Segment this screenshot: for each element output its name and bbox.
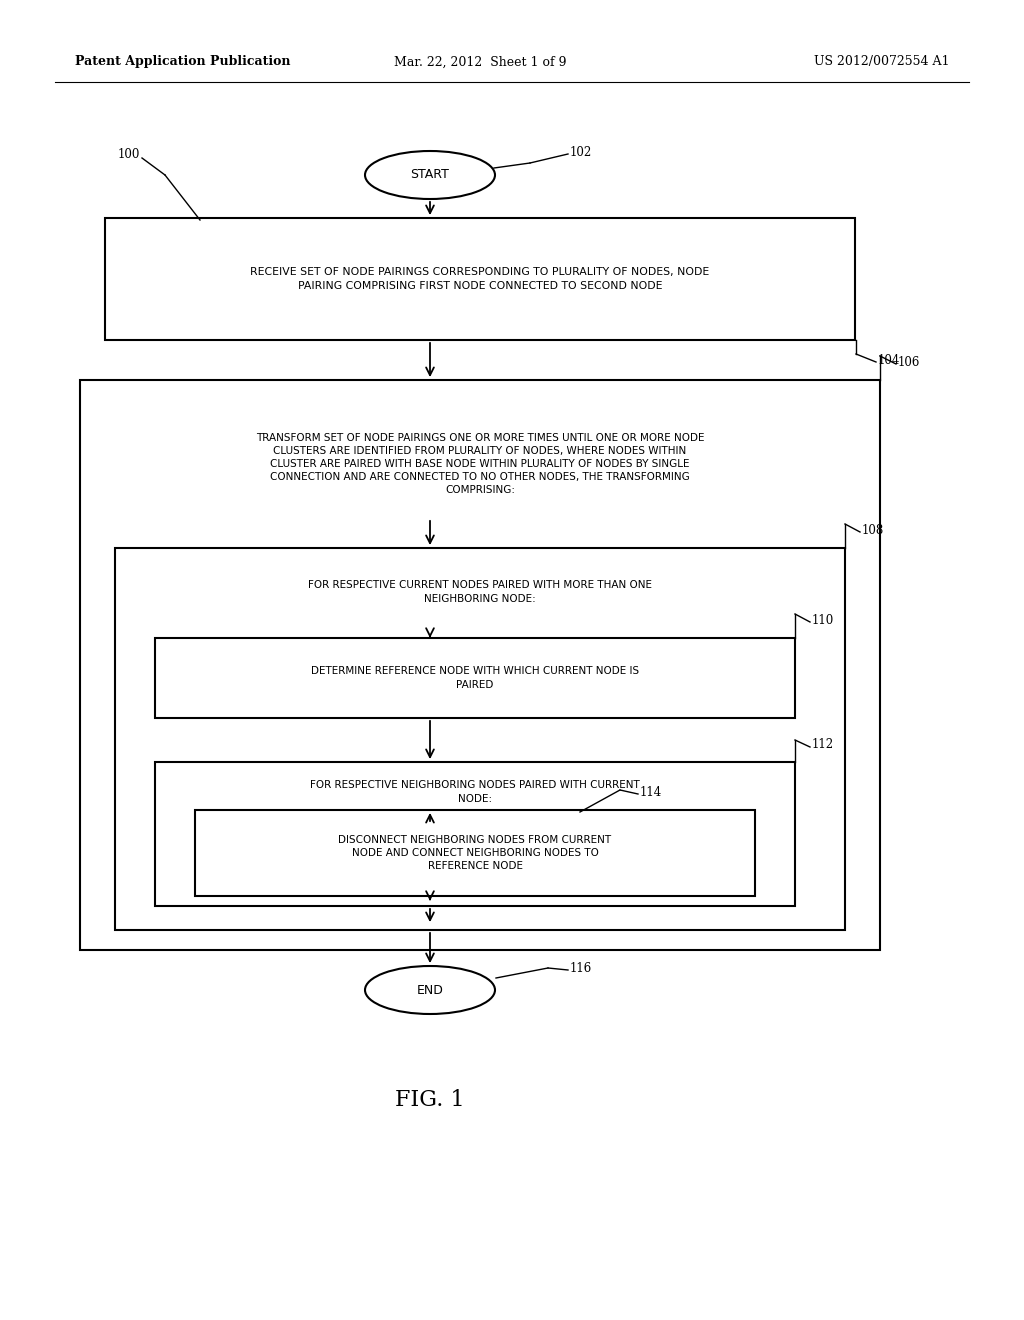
Text: FOR RESPECTIVE NEIGHBORING NODES PAIRED WITH CURRENT
NODE:: FOR RESPECTIVE NEIGHBORING NODES PAIRED …	[310, 780, 640, 804]
Bar	[155, 762, 795, 906]
Text: DETERMINE REFERENCE NODE WITH WHICH CURRENT NODE IS
PAIRED: DETERMINE REFERENCE NODE WITH WHICH CURR…	[311, 667, 639, 689]
Text: US 2012/0072554 A1: US 2012/0072554 A1	[814, 55, 950, 69]
Text: 112: 112	[812, 738, 835, 751]
Text: RECEIVE SET OF NODE PAIRINGS CORRESPONDING TO PLURALITY OF NODES, NODE
PAIRING C: RECEIVE SET OF NODE PAIRINGS CORRESPONDI…	[251, 268, 710, 290]
Text: FIG. 1: FIG. 1	[395, 1089, 465, 1111]
Text: START: START	[411, 169, 450, 181]
Text: Mar. 22, 2012  Sheet 1 of 9: Mar. 22, 2012 Sheet 1 of 9	[394, 55, 566, 69]
Bar	[195, 810, 755, 896]
Text: 110: 110	[812, 614, 835, 627]
Text: 108: 108	[862, 524, 885, 536]
Text: 104: 104	[878, 354, 900, 367]
Text: TRANSFORM SET OF NODE PAIRINGS ONE OR MORE TIMES UNTIL ONE OR MORE NODE
CLUSTERS: TRANSFORM SET OF NODE PAIRINGS ONE OR MO…	[256, 433, 705, 495]
Text: 102: 102	[570, 145, 592, 158]
Text: 114: 114	[640, 785, 663, 799]
Text: Patent Application Publication: Patent Application Publication	[75, 55, 291, 69]
Text: FOR RESPECTIVE CURRENT NODES PAIRED WITH MORE THAN ONE
NEIGHBORING NODE:: FOR RESPECTIVE CURRENT NODES PAIRED WITH…	[308, 581, 652, 603]
Text: DISCONNECT NEIGHBORING NODES FROM CURRENT
NODE AND CONNECT NEIGHBORING NODES TO
: DISCONNECT NEIGHBORING NODES FROM CURREN…	[339, 834, 611, 871]
Text: 106: 106	[898, 355, 921, 368]
Text: 116: 116	[570, 961, 592, 974]
Bar	[105, 218, 855, 341]
Bar	[80, 380, 880, 950]
Bar	[115, 548, 845, 931]
Ellipse shape	[365, 150, 495, 199]
Text: 100: 100	[118, 149, 140, 161]
Text: END: END	[417, 983, 443, 997]
Ellipse shape	[365, 966, 495, 1014]
Bar	[155, 638, 795, 718]
